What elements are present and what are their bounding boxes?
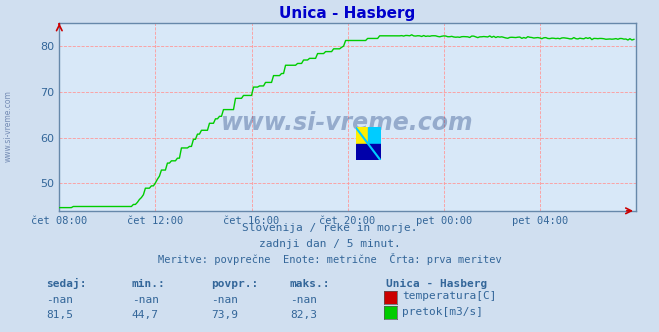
Text: temperatura[C]: temperatura[C] bbox=[402, 291, 496, 301]
Text: -nan: -nan bbox=[132, 295, 159, 305]
Bar bbox=[368, 127, 381, 144]
Title: Unica - Hasberg: Unica - Hasberg bbox=[279, 6, 416, 21]
Text: Slovenija / reke in morje.: Slovenija / reke in morje. bbox=[242, 223, 417, 233]
Text: Unica - Hasberg: Unica - Hasberg bbox=[386, 279, 487, 289]
Text: -nan: -nan bbox=[46, 295, 73, 305]
Text: Meritve: povprečne  Enote: metrične  Črta: prva meritev: Meritve: povprečne Enote: metrične Črta:… bbox=[158, 253, 501, 265]
Text: 44,7: 44,7 bbox=[132, 310, 159, 320]
Text: -nan: -nan bbox=[211, 295, 238, 305]
Text: sedaj:: sedaj: bbox=[46, 278, 86, 289]
Text: zadnji dan / 5 minut.: zadnji dan / 5 minut. bbox=[258, 239, 401, 249]
Bar bbox=[356, 127, 368, 144]
Text: povpr.:: povpr.: bbox=[211, 279, 258, 289]
Text: www.si-vreme.com: www.si-vreme.com bbox=[221, 111, 474, 135]
Text: 73,9: 73,9 bbox=[211, 310, 238, 320]
Text: pretok[m3/s]: pretok[m3/s] bbox=[402, 307, 483, 317]
Text: -nan: -nan bbox=[290, 295, 317, 305]
Bar bbox=[356, 144, 381, 160]
Text: min.:: min.: bbox=[132, 279, 165, 289]
Text: 82,3: 82,3 bbox=[290, 310, 317, 320]
Text: 81,5: 81,5 bbox=[46, 310, 73, 320]
Text: maks.:: maks.: bbox=[290, 279, 330, 289]
Text: www.si-vreme.com: www.si-vreme.com bbox=[3, 90, 13, 162]
